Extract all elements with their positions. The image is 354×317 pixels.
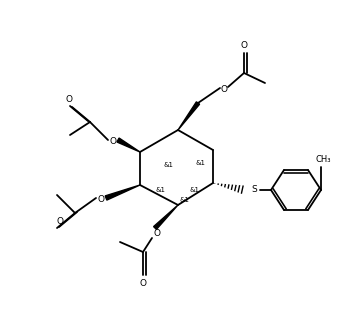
Text: O: O <box>97 195 104 204</box>
Text: O: O <box>65 95 73 105</box>
Text: &1: &1 <box>190 187 200 193</box>
Text: O: O <box>221 85 228 94</box>
Text: O: O <box>57 217 63 225</box>
Polygon shape <box>178 102 200 130</box>
Polygon shape <box>154 205 178 230</box>
Text: &1: &1 <box>195 160 205 166</box>
Polygon shape <box>105 185 140 200</box>
Text: &1: &1 <box>163 162 173 168</box>
Polygon shape <box>117 138 140 152</box>
Text: O: O <box>139 279 147 288</box>
Text: O: O <box>154 229 160 237</box>
Text: &1: &1 <box>155 187 165 193</box>
Text: O: O <box>240 42 247 50</box>
Text: &1: &1 <box>180 197 190 203</box>
Text: O: O <box>109 137 116 146</box>
Text: S: S <box>251 185 257 195</box>
Text: CH₃: CH₃ <box>315 156 331 165</box>
